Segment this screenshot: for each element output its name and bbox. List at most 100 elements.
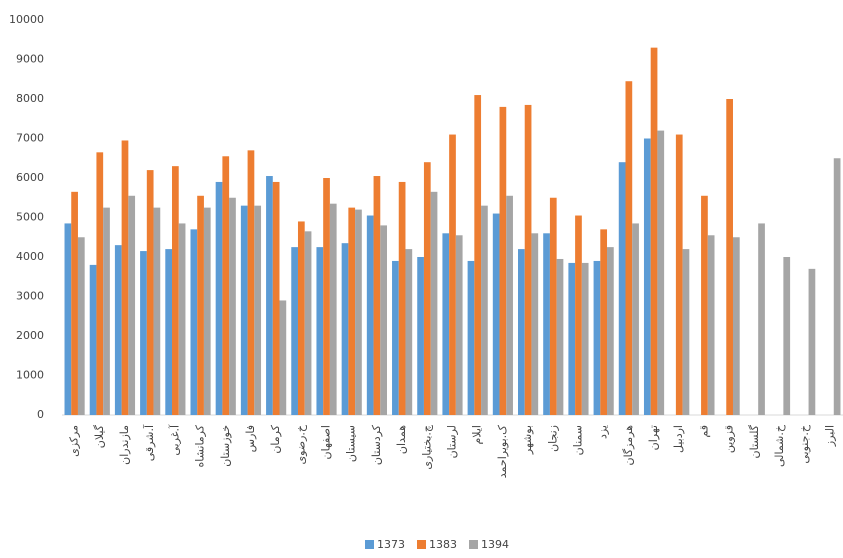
legend-swatch bbox=[417, 540, 426, 549]
bar bbox=[474, 95, 481, 415]
y-tick-label: 4000 bbox=[16, 250, 44, 263]
bar bbox=[607, 247, 614, 415]
bar bbox=[355, 210, 362, 415]
bar bbox=[90, 265, 97, 415]
bar bbox=[154, 208, 161, 415]
y-tick-label: 5000 bbox=[16, 211, 44, 224]
bar bbox=[493, 214, 500, 415]
bar bbox=[625, 81, 632, 415]
legend-swatch bbox=[365, 540, 374, 549]
y-tick-label: 6000 bbox=[16, 171, 44, 184]
x-tick-label: سیستان bbox=[345, 425, 358, 462]
x-tick-label: زنجان bbox=[546, 425, 559, 452]
bar bbox=[575, 216, 582, 415]
x-tick-label: فارس bbox=[244, 425, 257, 452]
x-tick-label: خ.رضوی bbox=[294, 424, 307, 464]
bar bbox=[417, 257, 424, 415]
bar bbox=[103, 208, 110, 415]
x-tick-label: کرمان bbox=[269, 424, 282, 453]
bar bbox=[229, 198, 236, 415]
chart: 0100020003000400050006000700080009000100… bbox=[0, 0, 843, 554]
bar bbox=[481, 206, 488, 415]
bar bbox=[323, 178, 330, 415]
bar bbox=[374, 176, 381, 415]
x-tick-label: همدان bbox=[395, 425, 408, 454]
x-tick-label: خوزستان bbox=[219, 425, 232, 467]
bar bbox=[550, 198, 557, 415]
x-tick-label: گلستان bbox=[748, 424, 761, 458]
y-tick-label: 9000 bbox=[16, 53, 44, 66]
bar bbox=[834, 158, 841, 415]
bar bbox=[348, 208, 355, 415]
bar bbox=[431, 192, 438, 415]
bar bbox=[392, 261, 399, 415]
x-tick-label: هرمزگان bbox=[622, 425, 635, 466]
bar bbox=[783, 257, 790, 415]
legend-swatch bbox=[469, 540, 478, 549]
x-tick-label: اردبیل bbox=[672, 425, 685, 453]
x-tick-label: ایلام bbox=[471, 425, 484, 445]
bar bbox=[316, 247, 323, 415]
bar bbox=[468, 261, 475, 415]
bar bbox=[71, 192, 78, 415]
x-tick-label: یزد bbox=[597, 425, 610, 439]
bar bbox=[726, 99, 733, 415]
x-tick-label: خ.شمالی bbox=[773, 424, 786, 467]
x-tick-label: بوشهر bbox=[521, 425, 534, 455]
bar bbox=[683, 249, 690, 415]
bar bbox=[632, 223, 639, 415]
bar bbox=[405, 249, 412, 415]
bar bbox=[291, 247, 298, 415]
bar bbox=[222, 156, 229, 415]
bar bbox=[543, 233, 550, 415]
bar bbox=[809, 269, 816, 415]
x-tick-label: مرکزی bbox=[68, 425, 81, 457]
bar bbox=[506, 196, 513, 415]
bar bbox=[557, 259, 564, 415]
y-tick-label: 8000 bbox=[16, 92, 44, 105]
bar bbox=[172, 166, 179, 415]
bar bbox=[380, 225, 387, 415]
bar bbox=[197, 196, 204, 415]
bar bbox=[600, 229, 607, 415]
x-tick-label: قم bbox=[697, 425, 710, 438]
bar bbox=[96, 152, 103, 415]
bar bbox=[456, 235, 463, 415]
bar bbox=[254, 206, 261, 415]
legend-label: 1373 bbox=[377, 538, 405, 551]
y-tick-label: 7000 bbox=[16, 132, 44, 145]
bar bbox=[644, 139, 651, 416]
x-tick-label: اصفهان bbox=[320, 425, 333, 459]
bar bbox=[701, 196, 708, 415]
x-tick-label: قزوین bbox=[723, 425, 736, 453]
bar bbox=[531, 233, 538, 415]
bar bbox=[248, 150, 255, 415]
bar bbox=[518, 249, 525, 415]
x-tick-label: آ.غربی bbox=[167, 424, 181, 456]
bar bbox=[190, 229, 197, 415]
bar bbox=[128, 196, 135, 415]
x-tick-label: لرستان bbox=[446, 425, 459, 458]
x-tick-label: مازندران bbox=[118, 425, 131, 465]
bar bbox=[568, 263, 575, 415]
y-tick-label: 0 bbox=[37, 408, 44, 421]
bar bbox=[273, 182, 280, 415]
y-tick-label: 2000 bbox=[16, 329, 44, 342]
bar bbox=[733, 237, 740, 415]
bar bbox=[525, 105, 532, 415]
x-tick-label: کردستان bbox=[370, 424, 383, 465]
x-tick-label: سمنان bbox=[571, 425, 584, 455]
bar bbox=[216, 182, 223, 415]
legend-label: 1394 bbox=[481, 538, 509, 551]
y-tick-label: 1000 bbox=[16, 369, 44, 382]
bar bbox=[115, 245, 122, 415]
legend-label: 1383 bbox=[429, 538, 457, 551]
bar bbox=[147, 170, 154, 415]
bar bbox=[65, 223, 72, 415]
bar bbox=[165, 249, 172, 415]
x-tick-label: ک.بویراحمد bbox=[496, 425, 509, 478]
bar bbox=[582, 263, 589, 415]
bar bbox=[280, 300, 287, 415]
bar bbox=[179, 223, 186, 415]
bar bbox=[241, 206, 248, 415]
